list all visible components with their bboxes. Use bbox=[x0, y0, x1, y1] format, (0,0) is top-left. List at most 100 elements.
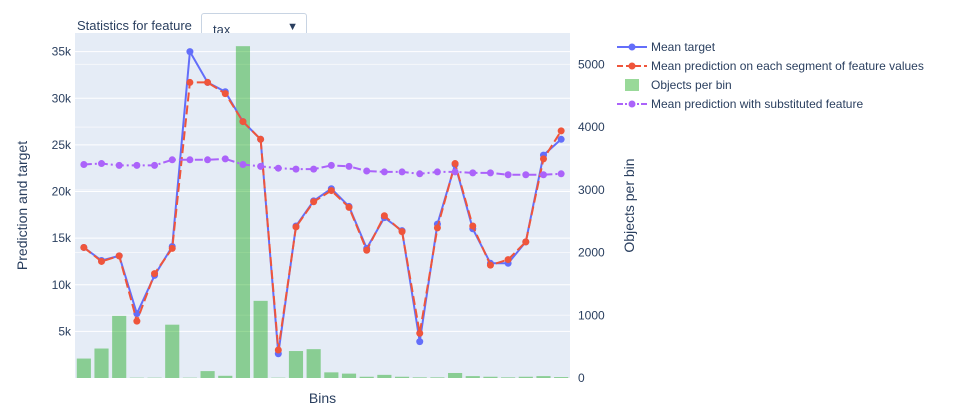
series-point bbox=[327, 187, 335, 195]
objects-bar bbox=[465, 376, 480, 378]
series-point bbox=[274, 346, 282, 354]
series-point bbox=[133, 317, 141, 325]
series-point bbox=[486, 169, 494, 177]
objects-bar bbox=[554, 377, 569, 378]
series-point bbox=[98, 160, 106, 168]
objects-bar bbox=[235, 46, 251, 378]
objects-bar bbox=[536, 376, 551, 378]
y-tick-label-left: 15k bbox=[52, 231, 72, 245]
series-point bbox=[80, 243, 88, 251]
objects-bar bbox=[76, 358, 91, 378]
series-point bbox=[257, 135, 265, 143]
y-tick-label-right: 1000 bbox=[578, 308, 605, 322]
series-point bbox=[292, 223, 300, 231]
y-tick-label-right: 2000 bbox=[578, 246, 605, 260]
legend-item[interactable]: Objects per bin bbox=[625, 78, 732, 92]
series-point bbox=[98, 257, 106, 265]
legend-marker bbox=[628, 100, 636, 108]
objects-bar bbox=[324, 372, 339, 378]
legend-marker bbox=[628, 62, 636, 70]
objects-bar bbox=[112, 315, 127, 378]
series-point bbox=[433, 168, 441, 176]
series-point bbox=[151, 161, 159, 169]
series-point bbox=[363, 246, 371, 254]
series-point bbox=[80, 160, 88, 168]
y-tick-label-left: 5k bbox=[58, 324, 72, 338]
objects-bar bbox=[306, 349, 321, 378]
legend-item[interactable]: Mean prediction with substituted feature bbox=[617, 97, 863, 111]
y-tick-label-left: 20k bbox=[52, 185, 72, 199]
y-tick-label-left: 30k bbox=[52, 91, 72, 105]
series-point bbox=[186, 78, 194, 86]
series-point bbox=[310, 165, 318, 173]
series-point bbox=[204, 156, 212, 164]
series-point bbox=[504, 256, 512, 264]
legend-label: Mean target bbox=[651, 40, 716, 54]
objects-bar bbox=[288, 351, 304, 378]
series-point bbox=[469, 222, 477, 230]
series-point bbox=[345, 203, 353, 211]
series-point bbox=[204, 78, 212, 86]
series-point bbox=[557, 135, 565, 143]
objects-bar bbox=[377, 374, 392, 378]
series-point bbox=[539, 155, 547, 163]
objects-bar bbox=[253, 300, 268, 378]
legend-item[interactable]: Mean prediction on each segment of featu… bbox=[617, 59, 924, 73]
series-point bbox=[557, 127, 565, 135]
series-point bbox=[221, 155, 229, 163]
series-line bbox=[83, 81, 563, 351]
series-point bbox=[221, 90, 229, 98]
objects-bar bbox=[394, 376, 410, 378]
series-point bbox=[557, 170, 565, 178]
series-point bbox=[115, 252, 123, 260]
series-point bbox=[539, 171, 547, 179]
legend-item[interactable]: Mean target bbox=[617, 40, 716, 54]
series-point bbox=[522, 171, 530, 179]
series-point bbox=[345, 162, 353, 170]
series-point bbox=[133, 161, 141, 169]
y-tick-label-right: 3000 bbox=[578, 183, 605, 197]
legend-marker bbox=[628, 43, 636, 51]
series-point bbox=[433, 224, 441, 232]
legend-swatch bbox=[625, 79, 639, 91]
series-point bbox=[486, 261, 494, 269]
series-point bbox=[274, 164, 282, 172]
legend-label: Mean prediction with substituted feature bbox=[651, 97, 863, 111]
series-point bbox=[451, 160, 459, 168]
legend-label: Mean prediction on each segment of featu… bbox=[651, 59, 924, 73]
y-axis-right-label: Objects per bin bbox=[621, 158, 637, 252]
series-point bbox=[327, 161, 335, 169]
series-point bbox=[469, 169, 477, 177]
y-tick-label-right: 4000 bbox=[578, 120, 605, 134]
series-point bbox=[380, 168, 388, 176]
objects-bar bbox=[501, 377, 516, 378]
series-point bbox=[416, 338, 424, 346]
series-point bbox=[416, 170, 424, 178]
series-point bbox=[186, 48, 194, 56]
y-axis-left-label: Prediction and target bbox=[14, 141, 30, 270]
series-point bbox=[451, 168, 459, 176]
objects-bar bbox=[341, 373, 357, 378]
series-point bbox=[416, 329, 424, 337]
series-point bbox=[239, 160, 247, 168]
feature-selector-label: Statistics for feature bbox=[77, 18, 192, 33]
series-point bbox=[398, 228, 406, 236]
series-point bbox=[363, 167, 371, 175]
series-point bbox=[168, 156, 176, 164]
objects-bar bbox=[94, 348, 109, 378]
y-tick-label-left: 35k bbox=[52, 45, 72, 59]
y-tick-label-right: 0 bbox=[578, 371, 585, 385]
series-point bbox=[504, 171, 512, 179]
objects-bar bbox=[518, 376, 533, 378]
objects-bar bbox=[359, 376, 374, 378]
series-line bbox=[83, 157, 562, 176]
series-point bbox=[380, 212, 388, 220]
objects-bar bbox=[200, 371, 215, 378]
objects-bar bbox=[448, 372, 463, 378]
objects-bar bbox=[412, 377, 427, 378]
series-point bbox=[186, 156, 194, 164]
objects-bar bbox=[430, 377, 445, 378]
objects-bar bbox=[483, 376, 498, 378]
series-point bbox=[398, 168, 406, 176]
